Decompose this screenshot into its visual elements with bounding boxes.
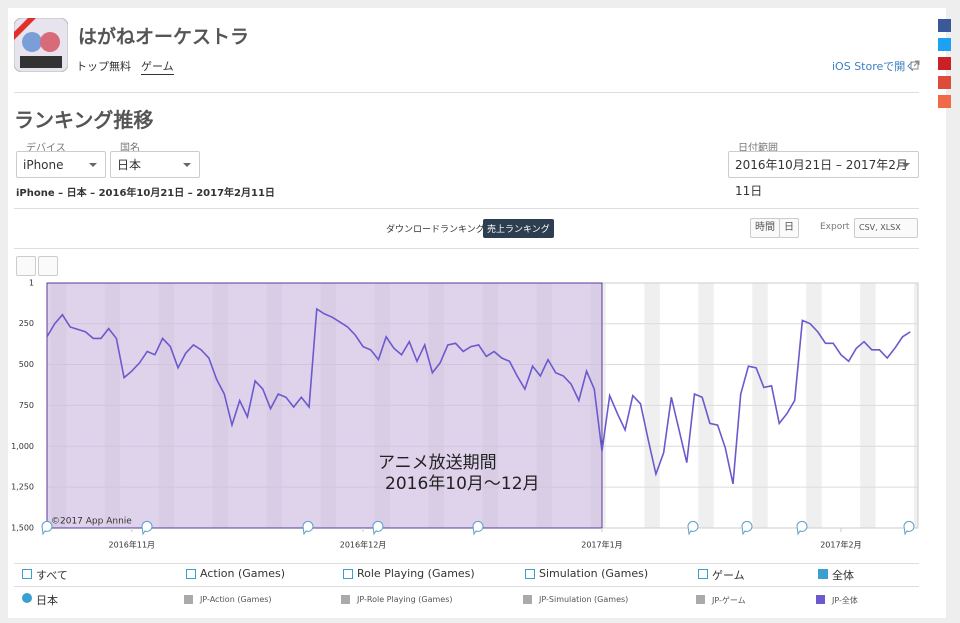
y-tick-label: 500 bbox=[19, 360, 34, 369]
filter-label[interactable]: ゲーム bbox=[712, 569, 745, 582]
store-link[interactable]: iOS Storeで開く bbox=[832, 60, 917, 73]
event-marker bbox=[141, 520, 153, 536]
share-button[interactable] bbox=[938, 95, 951, 108]
app-title: はがねオーケストラ bbox=[78, 26, 250, 48]
device-label: デバイス bbox=[26, 143, 66, 154]
checkbox[interactable] bbox=[186, 569, 196, 579]
google-button[interactable] bbox=[938, 76, 951, 89]
hourly-button[interactable]: 時間 bbox=[750, 218, 780, 238]
event-marker bbox=[302, 520, 314, 536]
tab[interactable]: ダウンロードランキング bbox=[386, 225, 485, 235]
legend-entry[interactable]: JP-Action (Games) bbox=[200, 595, 272, 604]
event-marker bbox=[472, 520, 484, 536]
divider bbox=[14, 92, 919, 93]
date-label: 日付範囲 bbox=[738, 143, 778, 154]
legend-swatch bbox=[816, 595, 825, 604]
filter-label[interactable]: 全体 bbox=[832, 569, 854, 582]
divider bbox=[14, 208, 919, 209]
x-tick-label: 2016年12月 bbox=[340, 540, 387, 550]
country-option[interactable]: 日本 bbox=[36, 594, 58, 607]
y-tick-label: 750 bbox=[19, 401, 34, 410]
checkbox[interactable] bbox=[525, 569, 535, 579]
event-marker bbox=[741, 520, 753, 536]
date-select[interactable]: 2016年10月21日 – 2017年2月11日 bbox=[728, 151, 919, 198]
x-tick-label: 2016年11月 bbox=[109, 540, 156, 550]
pinterest-button[interactable] bbox=[938, 57, 951, 70]
checkbox[interactable] bbox=[22, 569, 32, 579]
checkbox[interactable] bbox=[818, 569, 828, 579]
legend-entry[interactable]: JP-全体 bbox=[832, 596, 858, 605]
event-marker bbox=[372, 520, 384, 536]
legend-entry[interactable]: JP-Simulation (Games) bbox=[539, 595, 629, 604]
summary: iPhone – 日本 – 2016年10月21日 – 2017年2月11日 bbox=[16, 188, 275, 199]
legend-entry[interactable]: JP-ゲーム bbox=[712, 596, 746, 605]
filter-label[interactable]: Role Playing (Games) bbox=[357, 567, 475, 580]
radio[interactable] bbox=[22, 593, 32, 603]
annotation: アニメ放送期間 bbox=[378, 453, 497, 473]
divider bbox=[14, 563, 919, 564]
divider bbox=[14, 248, 919, 249]
x-tick-label: 2017年2月 bbox=[820, 540, 861, 550]
y-tick-label: 250 bbox=[19, 319, 34, 328]
checkbox[interactable] bbox=[698, 569, 708, 579]
chart: 1 250 500 750 1,000 1,250 1,500 ©2017 App Annie… bbox=[11, 279, 919, 550]
legend-swatch bbox=[523, 595, 532, 604]
daily-button[interactable]: 日 bbox=[779, 218, 799, 238]
external-icon bbox=[910, 60, 920, 70]
export-button[interactable]: Export bbox=[820, 222, 850, 232]
twitter-button[interactable] bbox=[938, 38, 951, 51]
y-tick-label: 1,250 bbox=[11, 483, 34, 492]
reset-button[interactable] bbox=[16, 256, 36, 276]
device-select[interactable]: iPhone bbox=[16, 151, 106, 178]
x-tick-label: 2017年1月 bbox=[581, 540, 622, 550]
legend-entry[interactable]: JP-Role Playing (Games) bbox=[357, 595, 453, 604]
filter-label[interactable]: Simulation (Games) bbox=[539, 567, 649, 580]
country-label: 国名 bbox=[120, 143, 140, 154]
category[interactable]: ゲーム bbox=[141, 60, 174, 75]
zoom-button[interactable] bbox=[38, 256, 58, 276]
series-line bbox=[46, 307, 911, 485]
legend-swatch bbox=[341, 595, 350, 604]
section-title: ランキング推移 bbox=[14, 108, 154, 132]
event-marker bbox=[687, 520, 699, 536]
country-select[interactable]: 日本 bbox=[110, 151, 200, 178]
highlight-region bbox=[46, 282, 603, 529]
facebook-button[interactable] bbox=[938, 19, 951, 32]
divider bbox=[14, 586, 919, 587]
legend-swatch bbox=[696, 595, 705, 604]
price-chart[interactable]: トップ無料 bbox=[76, 60, 131, 73]
app-icon bbox=[14, 18, 68, 72]
filter-label[interactable]: すべて bbox=[36, 569, 68, 582]
legend-swatch bbox=[184, 595, 193, 604]
annotation: 2016年10月～12月 bbox=[385, 474, 540, 494]
event-marker bbox=[41, 520, 53, 536]
format-button[interactable]: CSV, XLSX bbox=[854, 218, 918, 238]
credit: ©2017 App Annie bbox=[51, 517, 132, 527]
checkbox[interactable] bbox=[343, 569, 353, 579]
y-tick-label: 1,500 bbox=[11, 524, 34, 533]
tab-active[interactable]: 売上ランキング bbox=[483, 219, 554, 238]
y-tick-label: 1,000 bbox=[11, 442, 34, 451]
event-marker bbox=[796, 520, 808, 536]
y-tick-label: 1 bbox=[29, 279, 34, 288]
event-marker bbox=[903, 520, 915, 536]
filter-label[interactable]: Action (Games) bbox=[200, 567, 286, 580]
